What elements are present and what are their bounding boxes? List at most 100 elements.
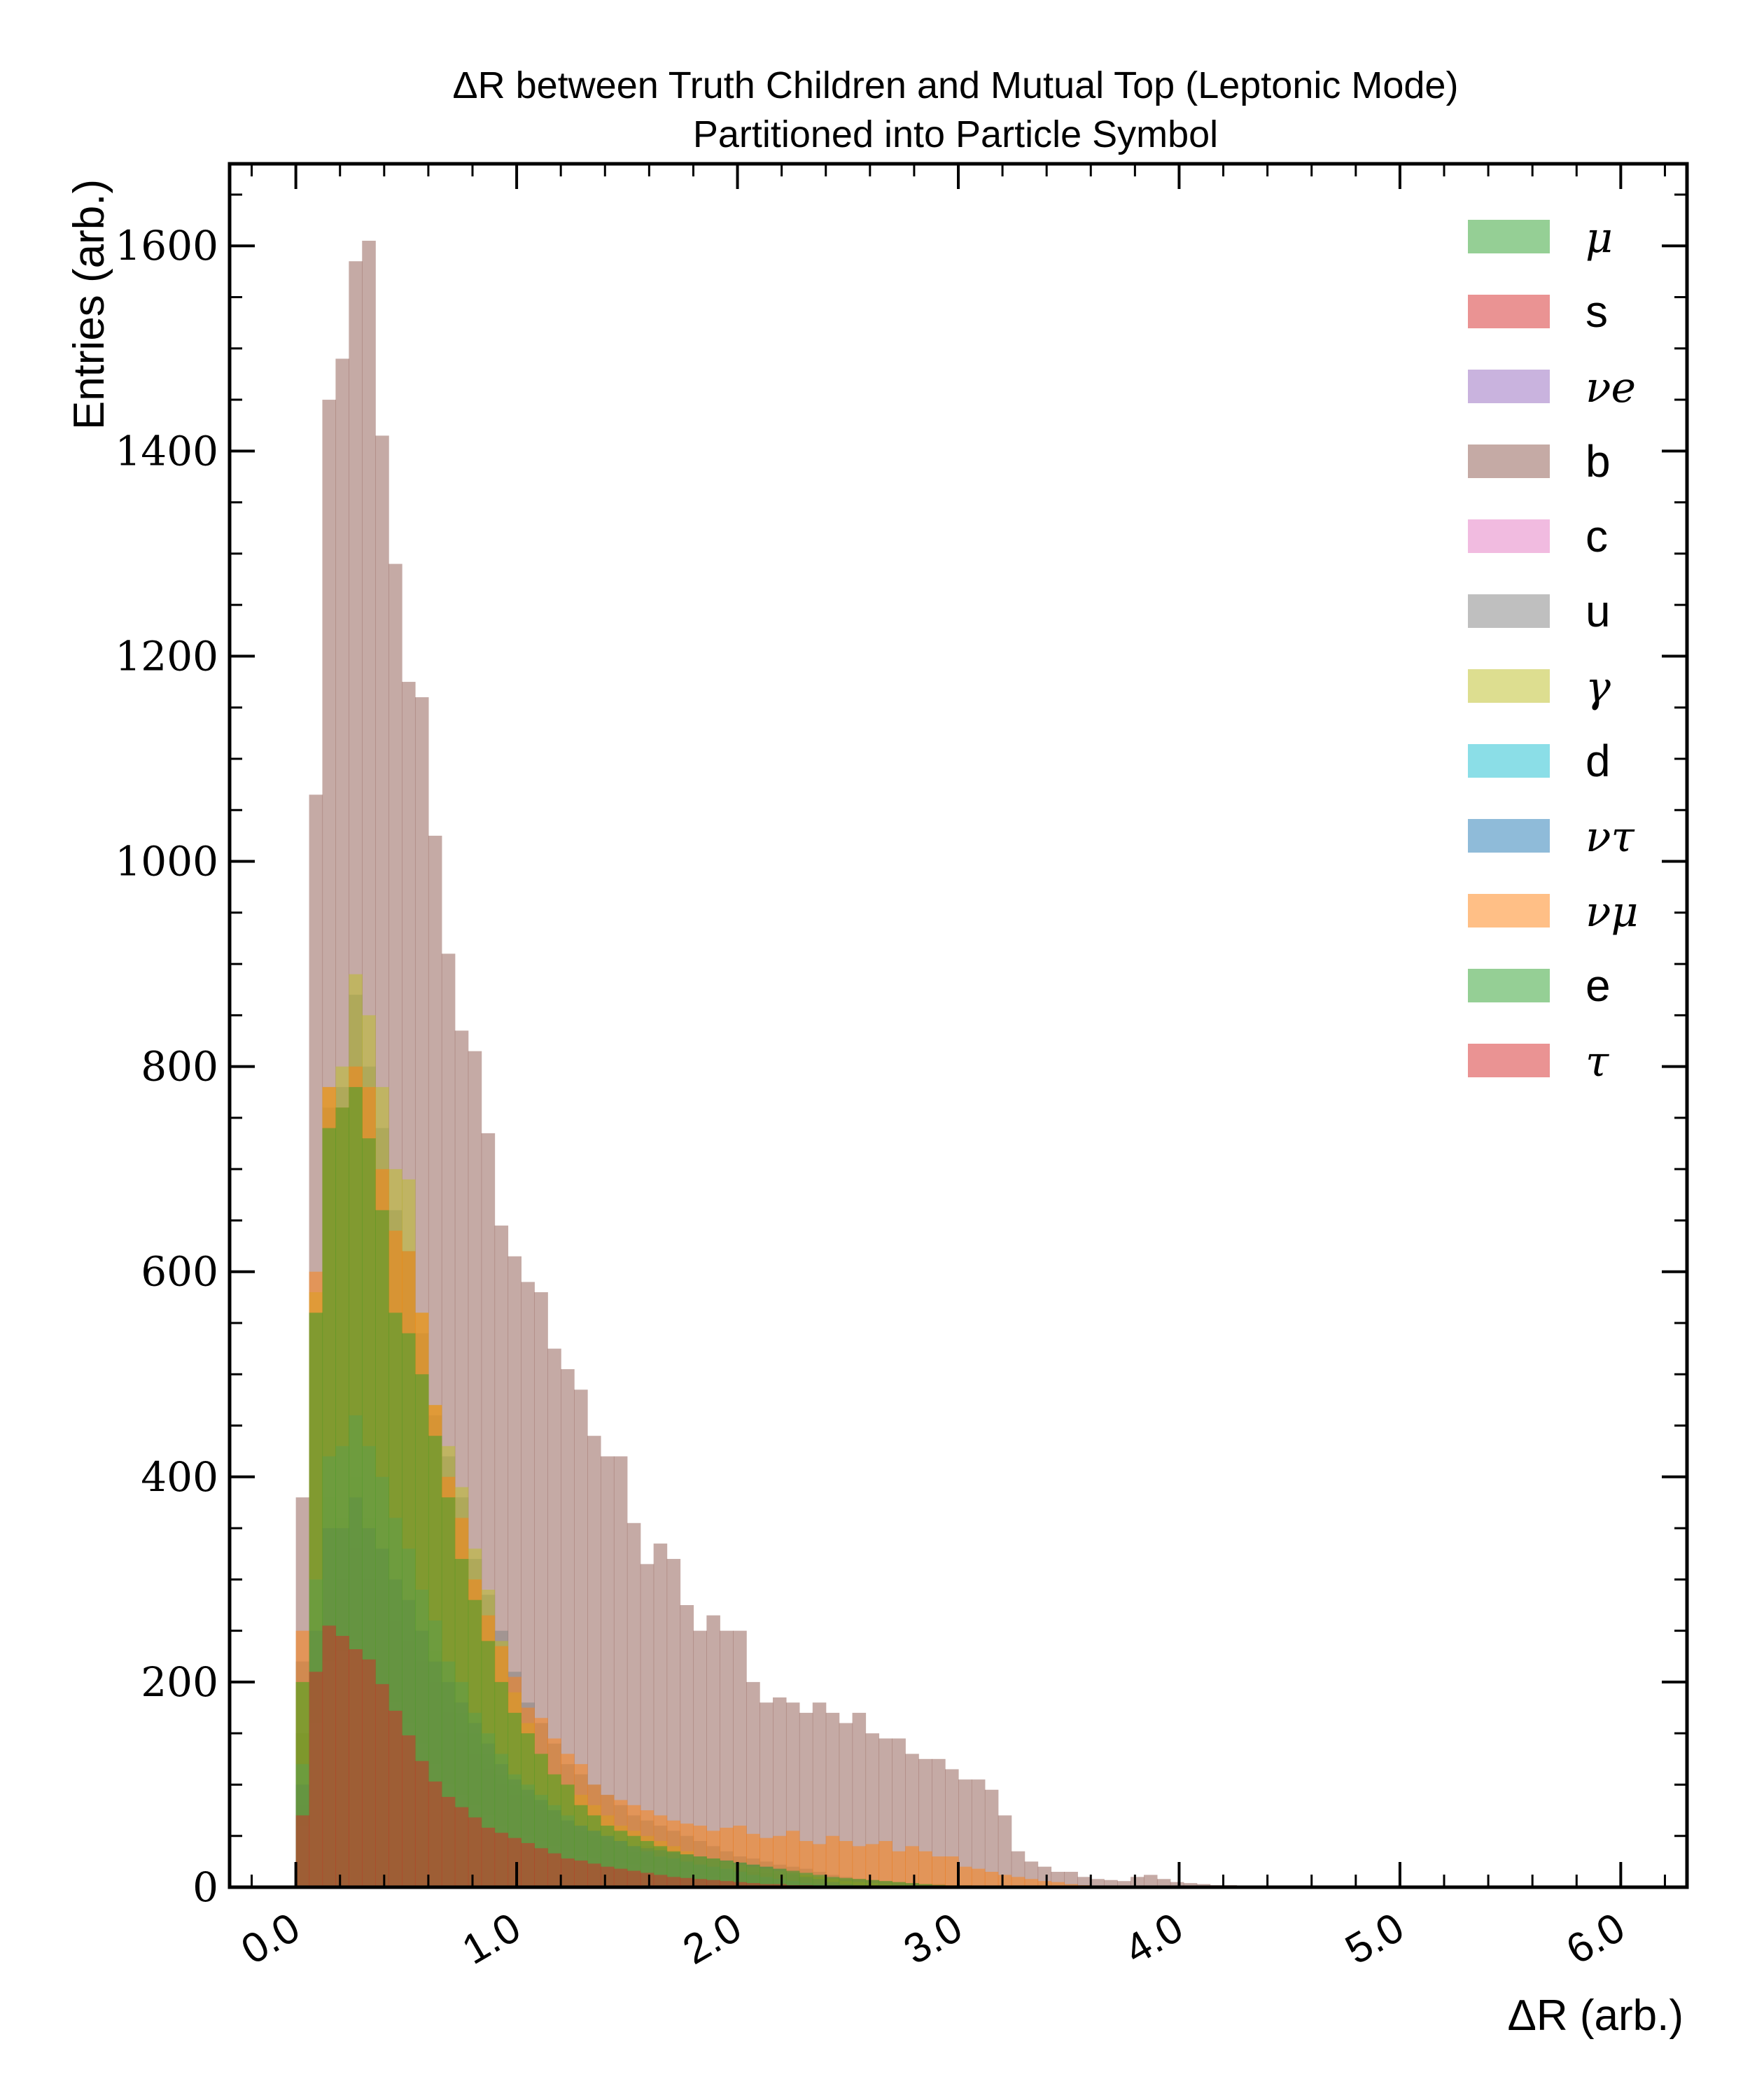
legend-entry: νμ — [1468, 888, 1638, 937]
bar — [693, 1630, 707, 1887]
bar — [1156, 1879, 1171, 1887]
bar — [428, 1436, 442, 1887]
bar — [680, 1877, 694, 1887]
legend-label: ντ — [1586, 813, 1634, 862]
bar — [932, 1856, 946, 1887]
bar — [481, 1641, 496, 1887]
bar — [414, 1374, 429, 1887]
bar — [825, 1877, 840, 1887]
bar — [322, 1625, 337, 1887]
chart-title-line2: Partitioned into Particle Symbol — [693, 113, 1218, 155]
x-tick-label: 3.0 — [896, 1903, 970, 1973]
bar — [362, 1659, 376, 1887]
bar — [746, 1864, 760, 1887]
bar — [878, 1881, 892, 1887]
bar — [905, 1846, 919, 1887]
y-tick-label: 1000 — [115, 838, 218, 886]
legend-entry: d — [1468, 736, 1611, 786]
legend-entry: s — [1468, 286, 1608, 337]
legend-swatch — [1468, 370, 1550, 403]
bar — [653, 1544, 668, 1887]
bar — [640, 1872, 654, 1887]
bar — [733, 1630, 747, 1887]
bar — [1051, 1882, 1065, 1887]
y-tick-label: 800 — [141, 1043, 218, 1091]
histogram-bars — [295, 240, 1250, 1888]
legend-entry: e — [1468, 960, 1611, 1011]
bar — [971, 1868, 986, 1887]
bar — [349, 1649, 363, 1887]
legend-label: μ — [1586, 214, 1613, 262]
y-tick-label: 1200 — [115, 632, 218, 680]
legend-swatch — [1468, 894, 1550, 927]
bar — [468, 1817, 482, 1887]
bar — [680, 1604, 694, 1887]
bar — [865, 1879, 880, 1887]
bar — [561, 1858, 575, 1887]
legend-label: d — [1586, 736, 1611, 786]
bar — [1117, 1881, 1131, 1887]
legend-entry: νe — [1468, 363, 1636, 412]
bar — [839, 1841, 853, 1887]
bar — [587, 1436, 601, 1887]
bar — [494, 1833, 509, 1887]
bar — [720, 1630, 734, 1887]
legend-swatch — [1468, 295, 1550, 328]
x-axis-label: ΔR (arb.) — [1507, 1991, 1684, 2040]
bar — [1183, 1883, 1198, 1887]
bar — [905, 1883, 919, 1887]
bar — [1170, 1882, 1184, 1887]
bar — [852, 1879, 867, 1887]
bar — [839, 1877, 853, 1887]
bar — [574, 1860, 588, 1887]
y-tick-label: 1600 — [115, 222, 218, 270]
bar — [441, 1797, 456, 1887]
bar — [375, 1684, 389, 1887]
legend-entry: ντ — [1468, 813, 1634, 862]
bar — [626, 1870, 641, 1887]
bar — [918, 1851, 932, 1887]
y-tick-label: 0 — [192, 1863, 218, 1911]
bar — [852, 1712, 867, 1887]
bar — [971, 1779, 986, 1888]
bar — [693, 1879, 707, 1887]
legend-swatch — [1468, 669, 1550, 703]
bar — [1104, 1879, 1118, 1887]
bar — [932, 1758, 946, 1887]
bar — [812, 1702, 827, 1887]
bar — [1091, 1879, 1105, 1887]
legend-entry: c — [1468, 511, 1608, 561]
y-tick-label: 200 — [141, 1658, 218, 1706]
bar — [1077, 1877, 1091, 1887]
legend-entry: μ — [1468, 214, 1613, 262]
y-tick-label: 600 — [141, 1248, 218, 1296]
bar — [335, 1635, 349, 1887]
bar — [653, 1875, 668, 1887]
bar — [468, 1600, 482, 1887]
bar — [720, 1860, 734, 1887]
bar — [481, 1828, 496, 1887]
plot-frame — [227, 162, 1689, 1889]
bar — [733, 1882, 747, 1887]
bar — [997, 1815, 1012, 1887]
legend-swatch — [1468, 744, 1550, 778]
bar — [706, 1879, 720, 1887]
x-tick-label: 2.0 — [675, 1903, 749, 1973]
legend-entry: γ — [1468, 663, 1611, 712]
bar — [1143, 1875, 1158, 1887]
bar — [746, 1883, 760, 1887]
bar — [441, 1497, 456, 1887]
bar — [414, 1760, 429, 1887]
bar — [892, 1851, 906, 1887]
series-11 — [295, 1625, 827, 1887]
legend-swatch — [1468, 819, 1550, 853]
x-tick-label: 1.0 — [454, 1903, 528, 1973]
x-tick-label: 0.0 — [233, 1903, 307, 1973]
legend-label: νμ — [1586, 888, 1638, 937]
bar — [760, 1866, 774, 1887]
bar — [454, 1559, 469, 1887]
bar — [997, 1875, 1012, 1887]
y-tick-label: 1400 — [115, 427, 218, 475]
x-tick-label: 5.0 — [1338, 1903, 1412, 1973]
bar — [309, 1672, 323, 1887]
